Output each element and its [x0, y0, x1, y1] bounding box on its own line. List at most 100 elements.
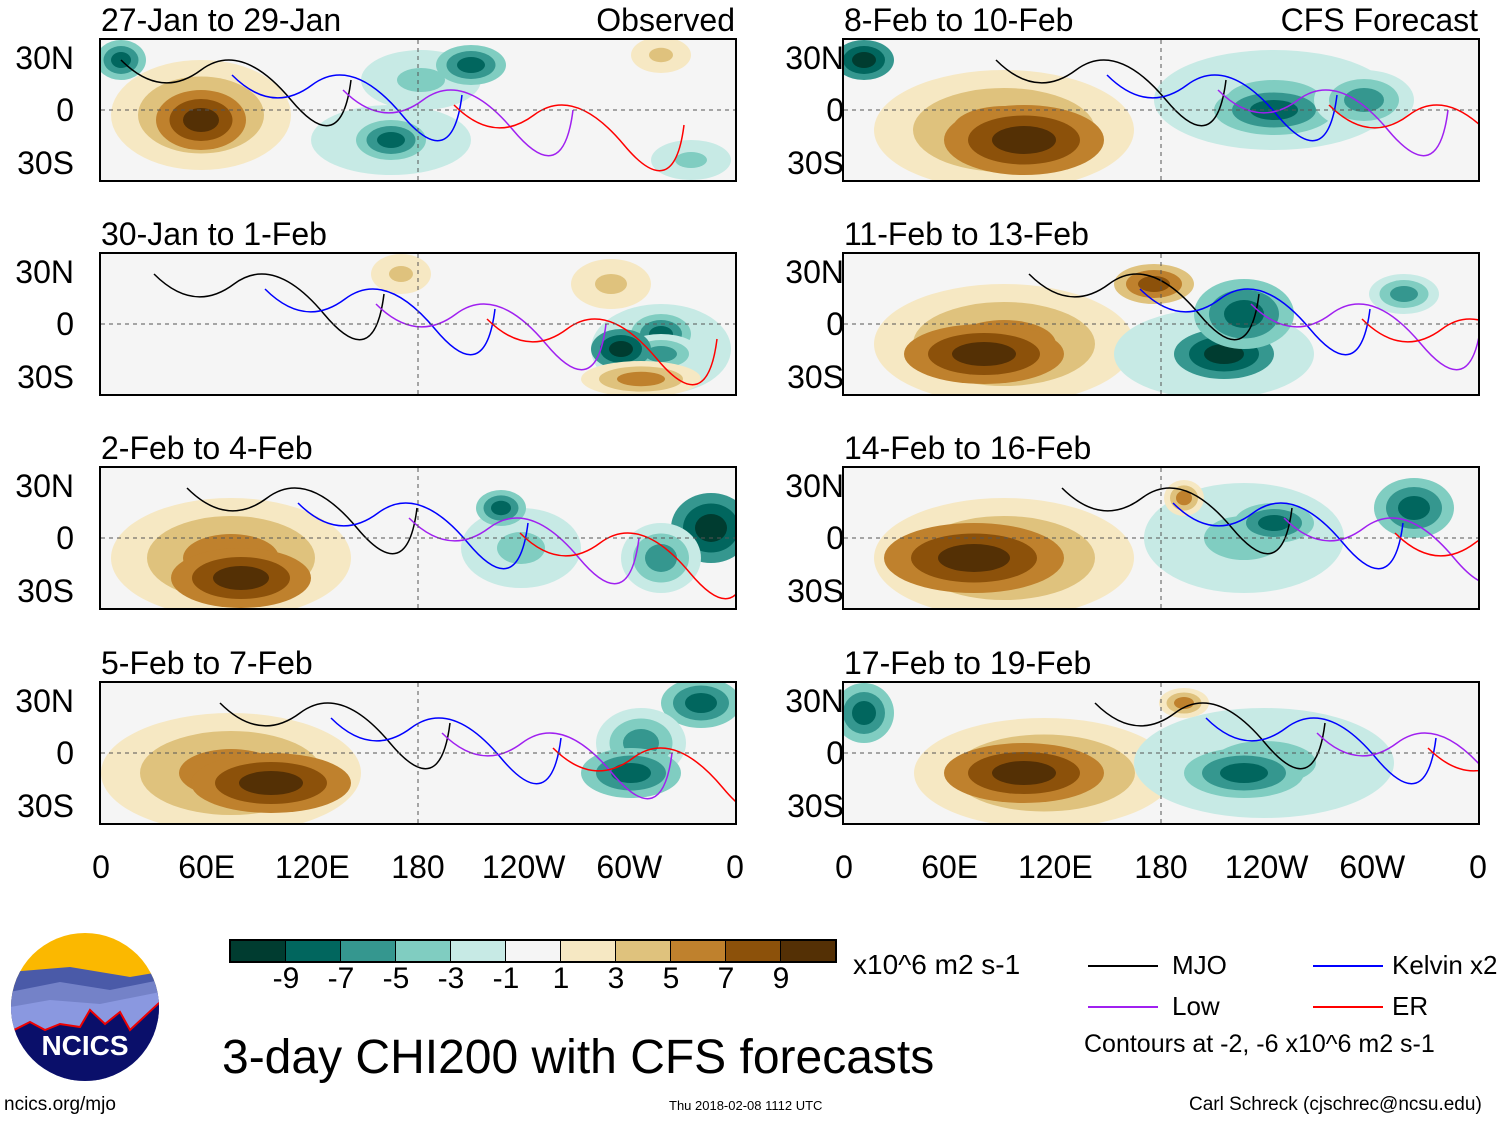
- lat-label: 0: [56, 306, 74, 342]
- contour-line: [330, 717, 562, 785]
- colorbar-label: -3: [437, 962, 465, 995]
- panel-title: 11-Feb to 13-Feb: [844, 216, 1089, 252]
- lat-label: 30N: [785, 468, 844, 504]
- anomaly-region: [595, 274, 627, 294]
- lon-label: 120E: [1017, 849, 1093, 885]
- legend-line-mjo: [1088, 965, 1158, 967]
- anomaly-region: [1258, 515, 1290, 531]
- anomaly-region: [457, 57, 485, 73]
- anomaly-region: [852, 52, 876, 68]
- legend-label-kelvin: Kelvin x2: [1392, 950, 1498, 980]
- panel-title: 17-Feb to 19-Feb: [844, 645, 1092, 681]
- colorbar-swatch: [561, 941, 616, 961]
- colorbar-swatch: [396, 941, 451, 961]
- anomaly-region: [1250, 100, 1298, 120]
- colorbar-label: 5: [662, 962, 680, 995]
- contour-line: [1139, 288, 1371, 356]
- anomaly-region: [1176, 490, 1192, 506]
- colorbar: [229, 939, 837, 963]
- lat-label: 30S: [17, 573, 74, 609]
- lon-label: 180: [1134, 849, 1188, 885]
- legend-line-kelvin: [1313, 965, 1383, 967]
- legend-line-low: [1088, 1006, 1158, 1008]
- anomaly-region: [609, 341, 633, 357]
- contour-line: [1361, 318, 1478, 343]
- anomaly-region: [1398, 496, 1430, 520]
- panel-title: 27-Jan to 29-Jan: [101, 2, 342, 38]
- lat-label: 30S: [17, 788, 74, 824]
- lon-label: 120E: [274, 849, 350, 885]
- contour-line: [1028, 273, 1260, 341]
- anomaly-region: [1390, 286, 1418, 302]
- lat-label: 30N: [785, 40, 844, 76]
- lat-label: 30N: [15, 254, 74, 290]
- lon-label: 60E: [178, 849, 236, 885]
- contour-line: [1250, 303, 1478, 371]
- colorbar-swatch: [726, 941, 781, 961]
- contour-line: [1106, 74, 1338, 142]
- anomaly-region: [213, 566, 269, 590]
- panel-tag: Observed: [596, 2, 735, 38]
- contour-line: [453, 104, 685, 172]
- contour-line: [408, 517, 640, 585]
- contour-line: [1283, 517, 1478, 581]
- colorbar-swatch: [506, 941, 561, 961]
- colorbar-label: 3: [607, 962, 625, 995]
- timestamp: Thu 2018-02-08 1112 UTC: [669, 1098, 823, 1113]
- contour-line: [1427, 747, 1478, 772]
- colorbar-swatch: [286, 941, 341, 961]
- lat-label: 0: [826, 92, 844, 128]
- anomaly-region: [952, 342, 1016, 366]
- lat-label: 30S: [787, 145, 844, 181]
- lat-label: 30N: [785, 254, 844, 290]
- contour-line: [375, 303, 607, 371]
- colorbar-swatch: [616, 941, 671, 961]
- anomaly-region: [685, 693, 717, 713]
- lon-label: 0: [835, 849, 853, 885]
- contour-line: [342, 89, 574, 157]
- colorbar-swatch: [671, 941, 726, 961]
- contour-line: [120, 59, 352, 127]
- colorbar-swatch: [341, 941, 396, 961]
- contour-line: [441, 732, 673, 800]
- contour-line: [1172, 502, 1404, 570]
- lat-label: 30S: [17, 145, 74, 181]
- map-panel: [842, 466, 1480, 610]
- anomaly-region: [695, 514, 727, 542]
- site-url[interactable]: ncics.org/mjo: [4, 1094, 116, 1115]
- contour-line: [231, 74, 463, 142]
- contour-line: [995, 59, 1227, 127]
- anomaly-region: [377, 132, 405, 148]
- contour-line: [1316, 732, 1478, 764]
- lat-label: 0: [56, 92, 74, 128]
- lon-label: 0: [1469, 849, 1487, 885]
- colorbar-label: 9: [772, 962, 790, 995]
- anomaly-region: [491, 500, 511, 516]
- lon-label: 120W: [1224, 849, 1309, 885]
- anomaly-region: [183, 108, 219, 132]
- contour-line: [153, 273, 385, 341]
- colorbar-label: -5: [382, 962, 410, 995]
- anomaly-region: [645, 544, 677, 572]
- colorbar-label: 1: [552, 962, 570, 995]
- logo-text: NCICS: [41, 1030, 128, 1061]
- lat-label: 0: [826, 520, 844, 556]
- anomaly-region: [1220, 763, 1268, 783]
- anomaly-region: [992, 126, 1056, 154]
- contour-line: [1328, 104, 1478, 129]
- anomaly-region: [239, 771, 303, 795]
- anomaly-region: [1138, 276, 1170, 292]
- lat-label: 0: [826, 306, 844, 342]
- contour-line: [519, 532, 735, 600]
- anomaly-region: [675, 152, 707, 168]
- contour-line: [486, 318, 718, 386]
- contour-line: [186, 487, 418, 555]
- anomaly-region: [992, 761, 1056, 785]
- ncics-logo: NCICS: [11, 933, 159, 1081]
- lon-label: 60W: [596, 849, 663, 885]
- contour-line: [1205, 717, 1437, 785]
- credit: Carl Schreck (cjschrec@ncsu.edu): [1189, 1094, 1482, 1115]
- colorbar-swatch: [451, 941, 506, 961]
- contour-line: [552, 747, 735, 802]
